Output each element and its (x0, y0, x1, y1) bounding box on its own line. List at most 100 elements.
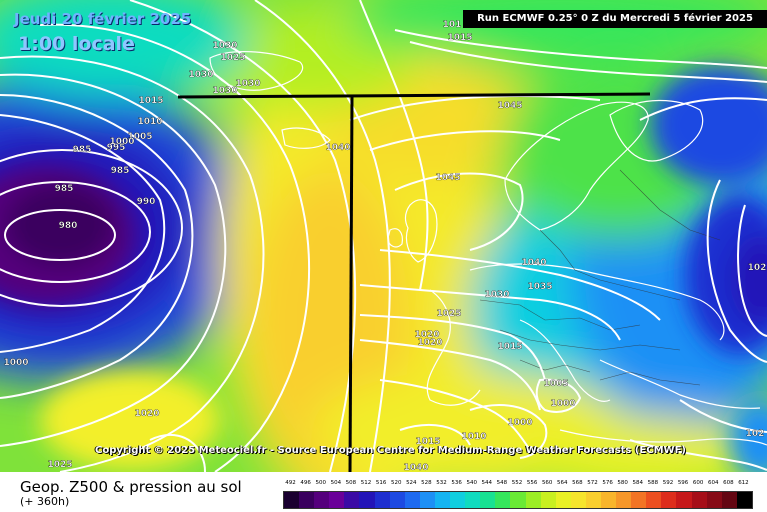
color-scale-tick-label: 564 (557, 480, 568, 486)
isobar-label: 1005 (543, 379, 568, 389)
isobar-label: 995 (107, 143, 126, 153)
isobar-label: 1010 (461, 432, 486, 442)
geopotential-map: 1030102510301030103010151010100510009959… (0, 0, 767, 472)
color-scale-tick-label: 600 (692, 480, 704, 486)
isobar-label: 1025 (220, 53, 245, 63)
isobars (0, 0, 767, 472)
isobar-label: 1000 (3, 358, 28, 368)
color-scale-tick-label: 596 (677, 480, 689, 486)
color-scale-swatch (676, 492, 692, 508)
isobar-label: 102 (746, 429, 765, 439)
isobar-label: 101 (443, 20, 462, 30)
color-scale-ticks: 492 496 500 504 508 512 516 520 524 528 532 536 540 5… (280, 480, 750, 490)
color-scale-tick-label: 540 (466, 480, 477, 486)
forecast-lead-time: (+ 360h) (20, 495, 70, 508)
color-scale-swatch (299, 492, 315, 508)
color-scale-tick-label: 492 (285, 480, 296, 486)
isobar-label: 985 (73, 145, 92, 155)
color-scale-swatch (540, 492, 556, 508)
color-scale-tick-label: 548 (496, 480, 508, 486)
color-scale-tick-label: 580 (617, 480, 628, 486)
color-scale-swatch (721, 492, 737, 508)
isobar-label: 1015 (138, 96, 163, 106)
color-scale-swatch (389, 492, 405, 508)
isobar-label: 1030 (188, 70, 213, 80)
copyright-notice: Copyright © 2025 Meteociel.fr - Source E… (95, 445, 686, 456)
color-scale-tick-label: 500 (315, 480, 326, 486)
isobar-label: 1000 (507, 418, 532, 428)
color-scale-swatch (329, 492, 345, 508)
color-scale-tick-label: 584 (632, 480, 644, 486)
color-scale-swatch (284, 492, 300, 508)
color-scale-swatch (736, 492, 752, 508)
isobar-label: 1030 (212, 86, 237, 96)
isobar-label: 1035 (527, 282, 552, 292)
cross-section-lines (177, 92, 651, 472)
isobar-label: 1015 (447, 33, 472, 43)
color-scale-swatch (585, 492, 601, 508)
color-scale-swatch (404, 492, 420, 508)
color-scale-tick-label: 552 (511, 480, 523, 486)
forecast-date: Jeudi 20 février 2025 (14, 10, 192, 28)
isobar-label: 1030 (484, 290, 509, 300)
color-scale-swatch (510, 492, 526, 508)
color-scale-swatch (646, 492, 662, 508)
isobar-label: 1025 (436, 309, 461, 319)
forecast-local-time: 1:00 locale (18, 33, 135, 55)
color-scale-tick-label: 496 (300, 480, 311, 486)
isobar-label: 1010 (137, 117, 162, 127)
model-run-info: Run ECMWF 0.25° 0 Z du Mercredi 5 févrie… (463, 10, 767, 28)
isobar-label: 1020 (134, 409, 159, 419)
color-scale-tick-label: 544 (481, 480, 493, 486)
color-scale-swatch (434, 492, 451, 508)
color-scale-tick-label: 524 (406, 480, 417, 486)
color-scale-tick-label: 572 (587, 480, 598, 486)
color-scale-swatch (480, 492, 496, 508)
color-scale-swatch (706, 492, 722, 508)
color-scale-tick-label: 528 (421, 480, 432, 486)
color-scale-tick-label: 612 (738, 480, 749, 486)
isobar-label: 1015 (497, 342, 522, 352)
coastlines (209, 51, 767, 446)
isobar-label: 1025 (47, 460, 72, 470)
color-scale-tick-label: 560 (541, 480, 553, 486)
isobar-label: 1000 (550, 399, 575, 409)
isobar-label: 1040 (521, 258, 546, 268)
isobar-label: 1020 (414, 330, 439, 340)
color-scale-swatch (465, 492, 481, 508)
isobar-label: 1040 (325, 143, 350, 153)
color-scale-tick-label: 568 (572, 480, 583, 486)
color-scale-swatch (359, 492, 375, 508)
color-scale-swatch (344, 492, 360, 508)
color-scale-swatch (555, 492, 571, 508)
color-scale-swatch (600, 492, 617, 508)
color-scale-tick-label: 576 (602, 480, 613, 486)
isobar-label: 990 (137, 197, 156, 207)
chart-title: Geop. Z500 & pression au sol (20, 478, 242, 496)
color-scale-tick-label: 512 (360, 480, 372, 486)
isobar-label: 1040 (403, 463, 428, 472)
isobar-label: 1000 (109, 137, 134, 147)
color-scale-tick-label: 592 (662, 480, 674, 486)
isobar-labels: 1030102510301030103010151010100510009959… (3, 20, 766, 472)
color-scale-tick-label: 520 (390, 480, 402, 486)
isobar-label: 1045 (497, 101, 522, 111)
color-scale-tick-label: 588 (647, 480, 659, 486)
z500-color-field (0, 0, 767, 472)
color-scale-swatch (661, 492, 677, 508)
isobar-label: 985 (111, 166, 130, 176)
color-scale-tick-label: 556 (526, 480, 538, 486)
isobar-label: 1020 (417, 338, 442, 348)
color-scale-swatch (616, 492, 632, 508)
isobar-label: 1005 (127, 132, 152, 142)
isobar-label: 980 (59, 221, 78, 231)
color-scale-tick-label: 516 (375, 480, 387, 486)
color-scale-swatch (374, 492, 390, 508)
color-scale-tick-label: 532 (436, 480, 447, 486)
isobar-label: 1030 (235, 79, 260, 89)
isobar-label: 1030 (212, 41, 237, 51)
isobar-label: 1045 (435, 173, 460, 183)
color-scale-tick-label: 508 (345, 480, 357, 486)
color-scale-swatch (419, 492, 435, 508)
